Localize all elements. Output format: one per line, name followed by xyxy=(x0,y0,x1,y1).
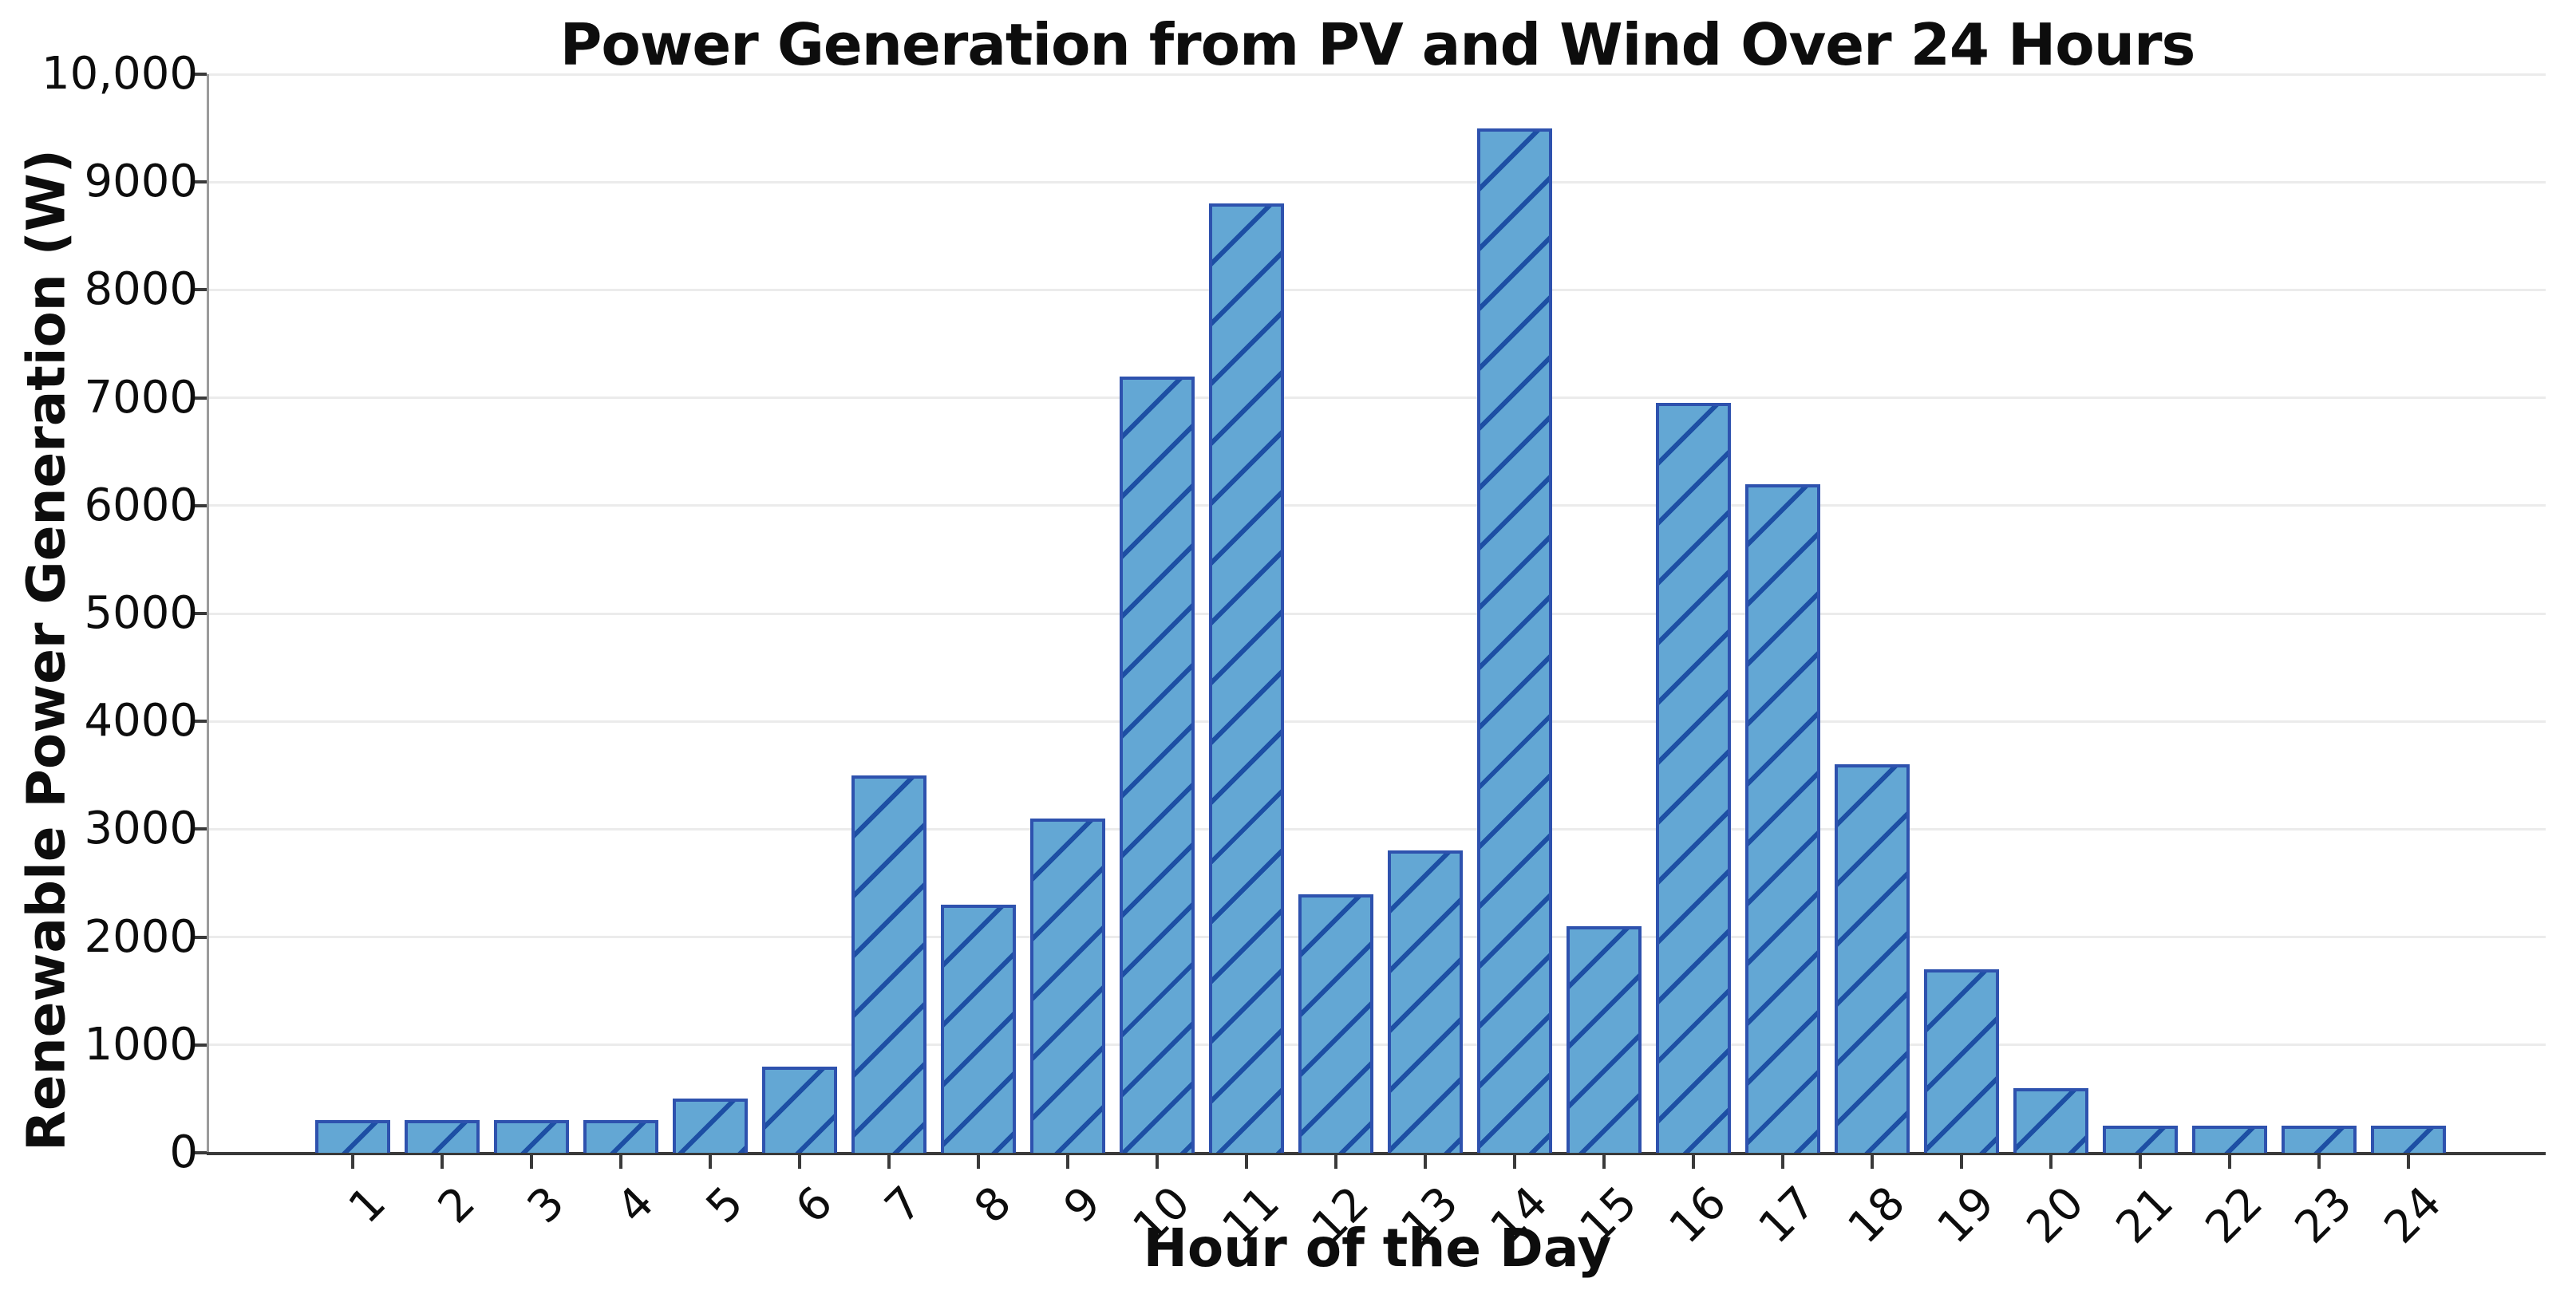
bar-hour-15 xyxy=(1567,926,1642,1153)
bar-hour-2 xyxy=(405,1120,480,1153)
bar-hour-20 xyxy=(2013,1087,2088,1153)
y-tick-label: 5000 xyxy=(84,587,198,639)
bar-hour-14 xyxy=(1477,128,1552,1153)
x-tick-mark xyxy=(2407,1155,2410,1169)
plot-area: 0 1000 2000 3000 4000 5000 6000 7000 8000 9000 10,… xyxy=(41,52,2546,1253)
x-tick-mark xyxy=(530,1155,533,1169)
x-tick-mark xyxy=(1692,1155,1695,1169)
y-tick-label: 10,000 xyxy=(41,48,198,100)
y-tick-mark xyxy=(193,720,207,724)
x-tick-mark xyxy=(2317,1155,2321,1169)
x-tick-mark xyxy=(1334,1155,1337,1169)
bar-hour-3 xyxy=(494,1120,569,1153)
bar-hour-9 xyxy=(1030,818,1105,1153)
bar-hour-6 xyxy=(762,1066,837,1153)
y-tick-mark xyxy=(193,396,207,400)
y-axis-spine xyxy=(207,74,209,1153)
bar-hour-8 xyxy=(941,905,1016,1153)
y-tick-mark xyxy=(193,612,207,615)
gridline-y-6000 xyxy=(209,504,2546,507)
y-tick-label: 1000 xyxy=(84,1018,198,1071)
bar-hour-4 xyxy=(583,1120,658,1153)
bar-hour-12 xyxy=(1298,894,1373,1153)
x-tick-mark xyxy=(2049,1155,2053,1169)
bar-hour-21 xyxy=(2103,1126,2178,1153)
bar-hour-18 xyxy=(1835,764,1910,1153)
gridline-y-8000 xyxy=(209,288,2546,291)
x-tick-mark xyxy=(2228,1155,2231,1169)
y-tick-mark xyxy=(193,1043,207,1047)
y-tick-mark xyxy=(193,1151,207,1154)
y-tick-label: 7000 xyxy=(84,371,198,424)
x-tick-mark xyxy=(441,1155,444,1169)
y-tick-mark xyxy=(193,503,207,507)
y-tick-label: 8000 xyxy=(84,263,198,316)
bar-hour-17 xyxy=(1745,483,1820,1153)
y-tick-label: 9000 xyxy=(84,156,198,208)
y-tick-mark xyxy=(193,180,207,184)
y-tick-mark xyxy=(193,73,207,76)
gridline-y-4000 xyxy=(209,720,2546,723)
x-tick-mark xyxy=(1602,1155,1606,1169)
y-tick-label: 3000 xyxy=(84,803,198,855)
x-tick-mark xyxy=(709,1155,712,1169)
x-tick-mark xyxy=(1513,1155,1516,1169)
bar-hour-13 xyxy=(1388,850,1463,1153)
gridline-y-1000 xyxy=(209,1043,2546,1047)
gridline-y-3000 xyxy=(209,827,2546,830)
x-tick-mark xyxy=(1960,1155,1963,1169)
gridline-y-10000 xyxy=(209,73,2546,76)
x-tick-mark xyxy=(351,1155,354,1169)
x-tick-mark xyxy=(1424,1155,1427,1169)
gridline-y-2000 xyxy=(209,936,2546,939)
bar-hour-23 xyxy=(2282,1126,2357,1153)
x-axis-label: Hour of the Day xyxy=(1143,1217,1612,1279)
x-tick-mark xyxy=(619,1155,622,1169)
gridline-y-5000 xyxy=(209,612,2546,615)
bar-hour-16 xyxy=(1656,403,1731,1153)
y-tick-mark xyxy=(193,827,207,831)
gridline-y-7000 xyxy=(209,396,2546,400)
bar-hour-22 xyxy=(2192,1126,2267,1153)
gridline-y-9000 xyxy=(209,180,2546,183)
x-tick-mark xyxy=(887,1155,891,1169)
x-tick-mark xyxy=(2139,1155,2142,1169)
chart-title: Power Generation from PV and Wind Over 2… xyxy=(559,11,2196,78)
y-tick-mark xyxy=(193,288,207,292)
bar-hour-24 xyxy=(2371,1126,2446,1153)
x-tick-mark xyxy=(1245,1155,1248,1169)
y-tick-label: 2000 xyxy=(84,910,198,963)
x-tick-mark xyxy=(1781,1155,1784,1169)
bar-hour-19 xyxy=(1924,969,1999,1153)
bar-hour-7 xyxy=(851,775,926,1153)
y-tick-label: 4000 xyxy=(84,695,198,748)
x-tick-mark xyxy=(798,1155,801,1169)
x-tick-mark xyxy=(1156,1155,1159,1169)
bar-hour-11 xyxy=(1209,203,1284,1153)
bar-hour-1 xyxy=(315,1120,390,1153)
x-axis-spine xyxy=(207,1152,2546,1155)
y-tick-label: 0 xyxy=(169,1126,198,1178)
y-tick-label: 6000 xyxy=(84,479,198,531)
x-tick-mark xyxy=(1066,1155,1069,1169)
y-tick-mark xyxy=(193,935,207,939)
bar-hour-5 xyxy=(673,1099,748,1153)
bar-hour-10 xyxy=(1120,376,1195,1153)
x-tick-mark xyxy=(977,1155,980,1169)
x-tick-mark xyxy=(1871,1155,1874,1169)
